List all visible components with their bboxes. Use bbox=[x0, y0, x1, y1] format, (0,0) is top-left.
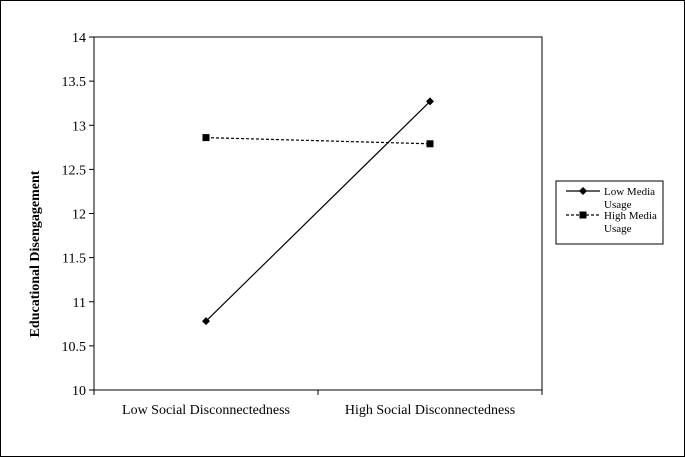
x-category-label: Low Social Disconnectedness bbox=[122, 403, 290, 418]
series-line-2 bbox=[205, 137, 431, 145]
y-tick-label: 11.5 bbox=[62, 252, 86, 267]
series-2-point bbox=[202, 134, 210, 142]
y-tick-label: 10.5 bbox=[62, 340, 87, 355]
series-2-point bbox=[426, 140, 434, 148]
legend-marker-1 bbox=[579, 187, 587, 195]
y-axis-label: Educational Disengagement bbox=[28, 170, 43, 337]
legend-label: High Media bbox=[604, 210, 657, 222]
y-tick-label: 12 bbox=[72, 208, 86, 223]
series-1-point bbox=[426, 97, 434, 106]
legend-label: Low Media bbox=[604, 186, 655, 198]
series-1-point bbox=[202, 317, 210, 326]
y-tick-label: 13.5 bbox=[62, 75, 87, 90]
y-tick-label: 12.5 bbox=[62, 163, 87, 178]
legend-label: Usage bbox=[604, 223, 632, 235]
legend-label: Usage bbox=[604, 199, 632, 211]
y-tick-label: 10 bbox=[72, 384, 86, 399]
series-line-1 bbox=[205, 100, 431, 322]
x-category-label: High Social Disconnectedness bbox=[345, 403, 515, 418]
y-tick-label: 11 bbox=[73, 296, 86, 311]
plot-area bbox=[93, 36, 543, 391]
y-tick-label: 13 bbox=[72, 119, 86, 134]
legend-marker-2 bbox=[579, 211, 587, 219]
y-tick-label: 14 bbox=[72, 31, 86, 46]
